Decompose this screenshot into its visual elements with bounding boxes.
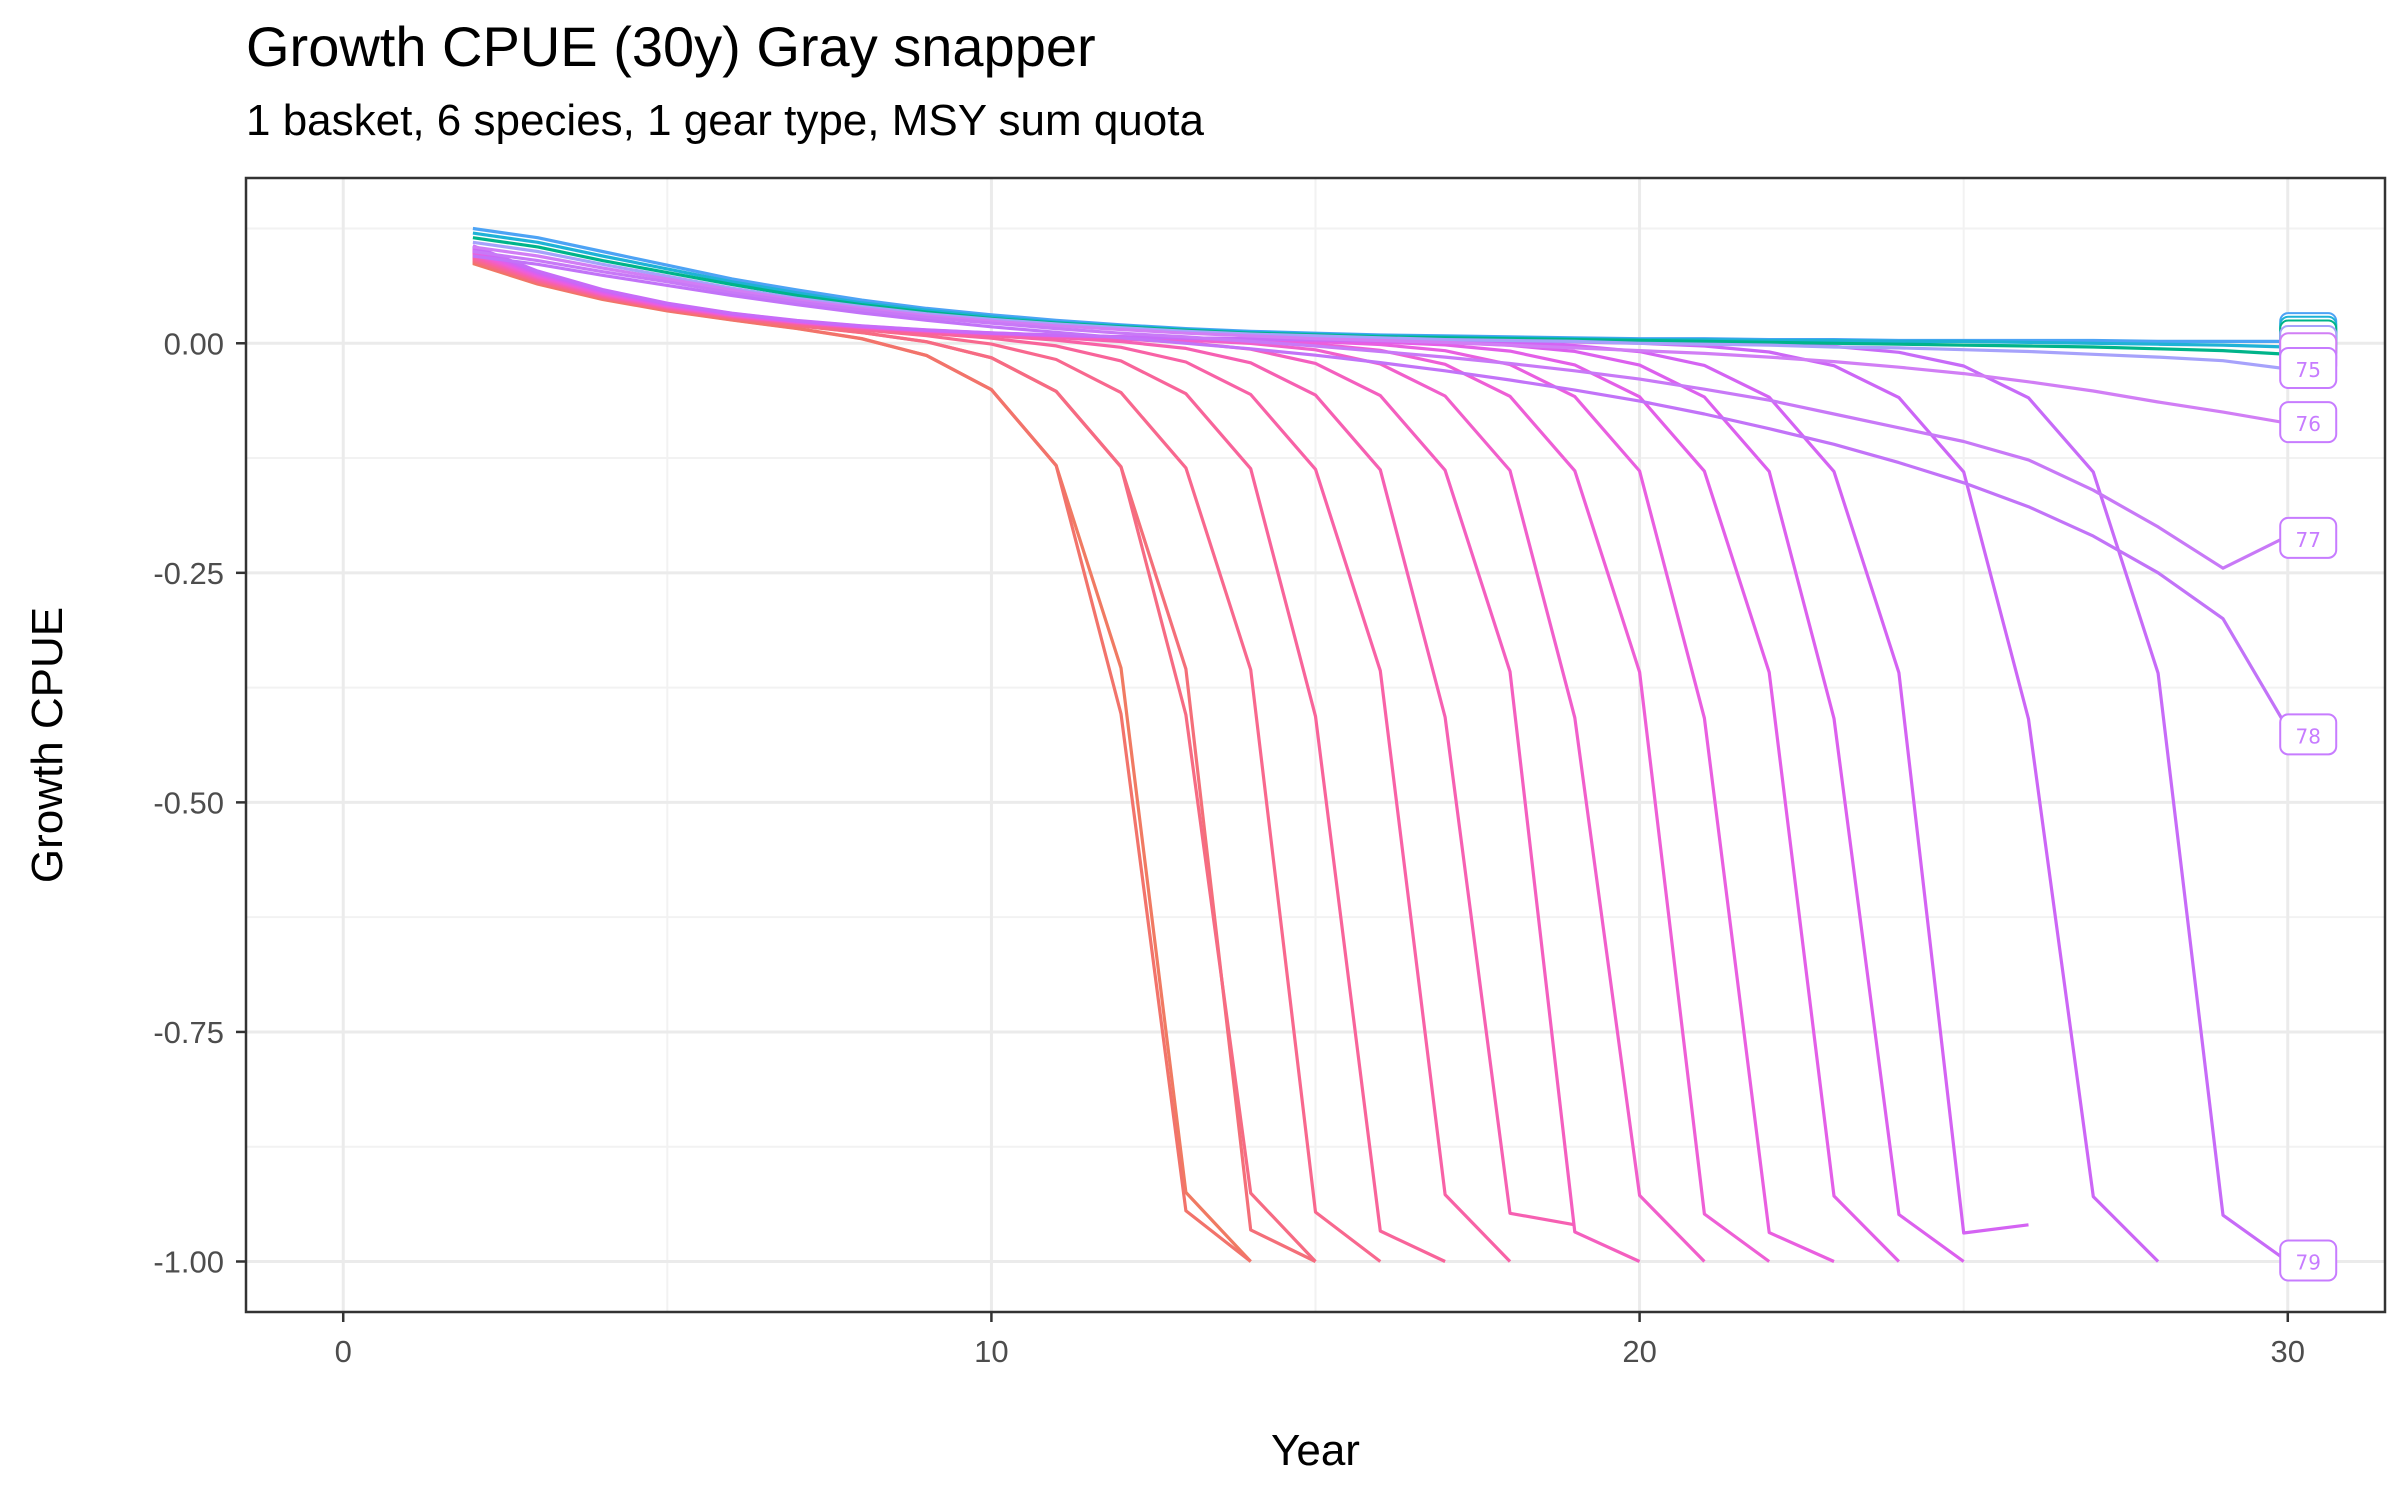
series-line — [472, 249, 2289, 570]
chart-subtitle: 1 basket, 6 species, 1 gear type, MSY su… — [246, 96, 1204, 145]
end-label-box — [2279, 346, 2338, 389]
series-line — [472, 245, 2289, 425]
chart-title: Growth CPUE (30y) Gray snapper — [246, 15, 1096, 78]
end-label: 78 — [2295, 724, 2320, 748]
x-tick-label: 20 — [1622, 1334, 1656, 1369]
plot-border — [244, 176, 2387, 1314]
end-label-box — [2279, 713, 2338, 756]
end-label-box — [2279, 1239, 2338, 1282]
y-tick-label: -0.25 — [153, 556, 224, 591]
x-tick-label: 10 — [974, 1334, 1008, 1369]
series-line — [472, 254, 2290, 730]
y-tick-label: -0.75 — [153, 1015, 224, 1050]
series-line — [472, 240, 2289, 371]
end-label: 76 — [2295, 412, 2320, 436]
y-axis-title: Growth CPUE — [23, 607, 72, 883]
end-label-box — [2279, 516, 2338, 559]
end-label: 75 — [2295, 358, 2320, 382]
end-label: 79 — [2295, 1250, 2320, 1274]
end-label-box — [2279, 401, 2338, 444]
x-axis-title: Year — [1271, 1426, 1360, 1475]
end-label: 77 — [2295, 528, 2320, 552]
y-tick-label: -1.00 — [153, 1244, 224, 1279]
y-tick-label: -0.50 — [153, 785, 224, 820]
x-tick-label: 30 — [2271, 1334, 2305, 1369]
y-tick-label: 0.00 — [164, 326, 224, 361]
x-tick-label: 0 — [335, 1334, 352, 1369]
